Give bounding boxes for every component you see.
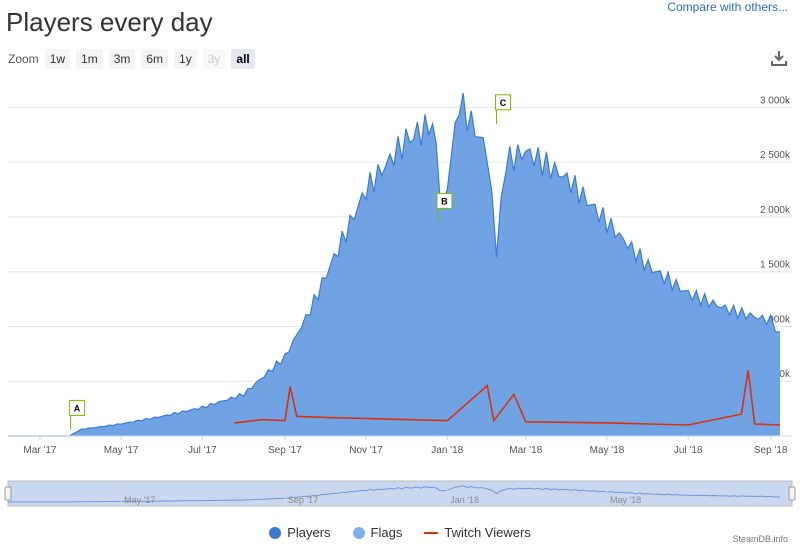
x-tick-label: Jul '17 (188, 445, 217, 456)
page-title: Players every day (6, 7, 213, 37)
annotation-flag-b: B (436, 192, 453, 223)
flag-label: A (74, 403, 81, 413)
navigator-tick-label: Sep '17 (288, 495, 318, 505)
y-tick-label: 1 500k (760, 260, 791, 271)
players-area (8, 93, 781, 436)
flag-label: B (441, 196, 448, 206)
zoom-3y-button: 3y (202, 49, 226, 69)
x-tick-label: May '18 (590, 445, 625, 456)
flag-box (436, 192, 453, 209)
zoom-1y-button[interactable]: 1y (174, 49, 197, 69)
legend-item-players[interactable]: Players (269, 525, 331, 540)
x-tick-label: Jul '18 (674, 445, 703, 456)
download-icon[interactable] (770, 49, 788, 67)
flag-box (69, 399, 86, 416)
legend-label-players: Players (287, 525, 331, 540)
twitch-viewers-line (234, 370, 781, 426)
zoom-3m-button[interactable]: 3m (108, 49, 136, 69)
legend-item-twitch[interactable]: Twitch Viewers (424, 525, 531, 540)
annotation-flag-a: A (69, 399, 86, 430)
x-tick-label: Sep '18 (754, 445, 788, 456)
navigator-tick-label: May '18 (610, 495, 641, 505)
legend-label-flags: Flags (370, 525, 403, 540)
navigator-left-handle[interactable] (4, 486, 12, 501)
compare-link[interactable]: Compare with others... (667, 0, 788, 14)
players-dot-icon (269, 526, 282, 539)
credit-text: SteamDB.info (732, 534, 788, 544)
zoom-label: Zoom (8, 52, 39, 66)
x-tick-label: Mar '17 (23, 445, 56, 456)
zoom-6m-button[interactable]: 6m (141, 49, 169, 69)
navigator-right-handle[interactable] (788, 486, 796, 501)
navigator-line (8, 485, 780, 503)
zoom-1m-button[interactable]: 1m (76, 49, 103, 69)
navigator-tick-label: May '17 (124, 495, 155, 505)
y-tick-label: 1 000k (760, 314, 791, 325)
zoom-1w-button[interactable]: 1w (44, 49, 71, 69)
zoom-controls: Zoom 1w 1m 3m 6m 1y 3y all (8, 49, 261, 69)
flags-dot-icon (352, 526, 365, 539)
legend-label-twitch: Twitch Viewers (444, 525, 531, 540)
x-tick-label: Sep '17 (268, 445, 302, 456)
navigator-tick-label: Jan '18 (450, 495, 479, 505)
y-tick-label: 2 000k (760, 205, 791, 216)
x-tick-label: Mar '18 (509, 445, 542, 456)
flag-box (495, 94, 512, 111)
y-tick-label: 2 500k (760, 150, 791, 161)
x-tick-label: Nov '17 (349, 445, 383, 456)
x-tick-label: May '17 (104, 445, 139, 456)
y-tick-label: 3 000k (760, 95, 791, 106)
x-tick-label: Jan '18 (431, 445, 463, 456)
players-line (8, 92, 781, 437)
flag-label: C (500, 98, 507, 108)
twitch-line-icon (424, 531, 439, 534)
chart-legend: Players Flags Twitch Viewers (0, 525, 800, 540)
zoom-all-button[interactable]: all (231, 49, 255, 69)
legend-item-flags[interactable]: Flags (352, 525, 403, 540)
annotation-flag-c: C (495, 94, 512, 124)
